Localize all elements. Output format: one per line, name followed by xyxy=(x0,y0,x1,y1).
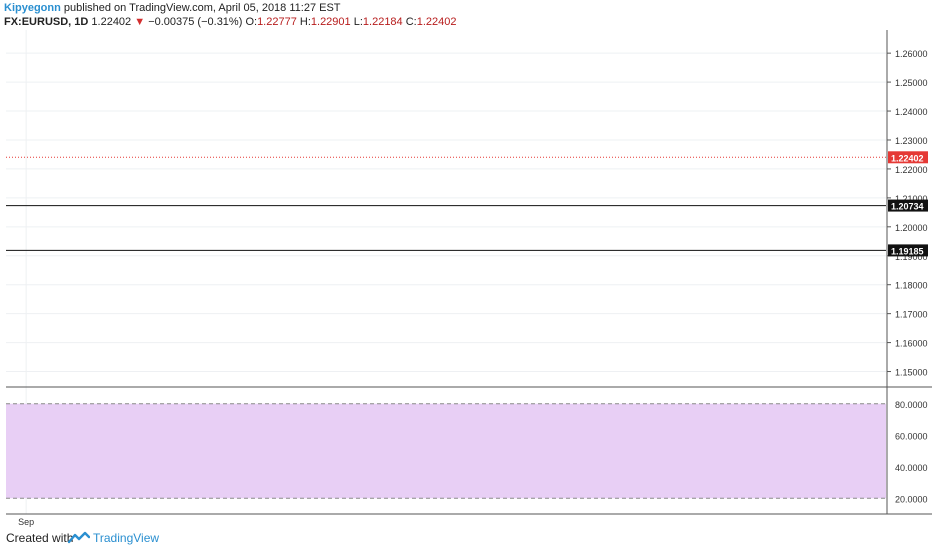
price-label-text: 1.19185 xyxy=(891,246,924,256)
price-change: −0.00375 (−0.31%) xyxy=(148,16,243,28)
price-chart[interactable]: Sell Trigger at main support lineTake Pr… xyxy=(0,0,932,528)
oscillator-tick-label: 60.0000 xyxy=(895,431,928,441)
symbol-name: FX:EURUSD, 1D xyxy=(4,16,89,28)
footer: Created with TradingView xyxy=(0,528,932,550)
down-arrow-icon: ▼ xyxy=(134,16,146,28)
price-tick-label: 1.15000 xyxy=(895,368,928,378)
price-tick-label: 1.23000 xyxy=(895,136,928,146)
published-text: published on TradingView.com, April 05, … xyxy=(63,2,341,14)
oscillator-band xyxy=(6,403,886,499)
publish-info: Kipyegonn published on TradingView.com, … xyxy=(4,2,341,14)
created-with-text: Created with xyxy=(6,531,74,545)
price-tick-label: 1.24000 xyxy=(895,107,928,117)
high-value: 1.22901 xyxy=(310,16,351,28)
last-price: 1.22402 xyxy=(91,16,132,28)
grid xyxy=(6,30,886,514)
low-label: L: xyxy=(353,16,363,28)
oscillator-pane[interactable] xyxy=(0,388,886,511)
close-value: 1.22402 xyxy=(416,16,457,28)
price-label-bg xyxy=(888,244,928,257)
price-tick-label: 1.19000 xyxy=(895,252,928,262)
symbol-legend: FX:EURUSD, 1D 1.22402 ▼ −0.00375 (−0.31%… xyxy=(4,16,457,28)
open-value: 1.22777 xyxy=(257,16,297,28)
high-label: H: xyxy=(299,16,311,28)
price-label-bg xyxy=(888,199,928,212)
time-tick-label: Sep xyxy=(18,517,34,527)
close-label: C: xyxy=(405,16,417,28)
price-label-box: 1.22402 xyxy=(888,151,928,164)
price-label-bg xyxy=(888,151,928,164)
price-label-box: 1.19185 xyxy=(888,244,928,257)
price-tick-label: 1.26000 xyxy=(895,49,928,59)
price-tick-label: 1.18000 xyxy=(895,281,928,291)
axes: 1.15000 1.16000 1.17000 1.18000 1.19000 1.200… xyxy=(6,30,932,527)
price-tick-label: 1.16000 xyxy=(895,339,928,349)
price-tick-label: 1.25000 xyxy=(895,78,928,88)
open-label: O: xyxy=(245,16,258,28)
price-tick-label: 1.17000 xyxy=(895,310,928,320)
price-tick-label: 1.21000 xyxy=(895,194,928,204)
low-value: 1.22184 xyxy=(362,16,403,28)
price-label-box: 1.20734 xyxy=(888,199,928,212)
oscillator-tick-label: 40.0000 xyxy=(895,463,928,473)
oscillator-tick-label: 80.0000 xyxy=(895,400,928,410)
price-label-text: 1.20734 xyxy=(891,202,924,212)
author-name[interactable]: Kipyegonn xyxy=(4,2,61,14)
price-tick-label: 1.22000 xyxy=(895,165,928,175)
price-label-text: 1.22402 xyxy=(891,153,924,163)
tradingview-logo-icon[interactable] xyxy=(68,531,90,545)
tradingview-brand-link[interactable]: TradingView xyxy=(93,531,160,545)
oscillator-tick-label: 20.0000 xyxy=(895,494,928,504)
drawings[interactable]: Sell Trigger at main support lineTake Pr… xyxy=(0,143,886,285)
price-tick-label: 1.20000 xyxy=(895,223,928,233)
